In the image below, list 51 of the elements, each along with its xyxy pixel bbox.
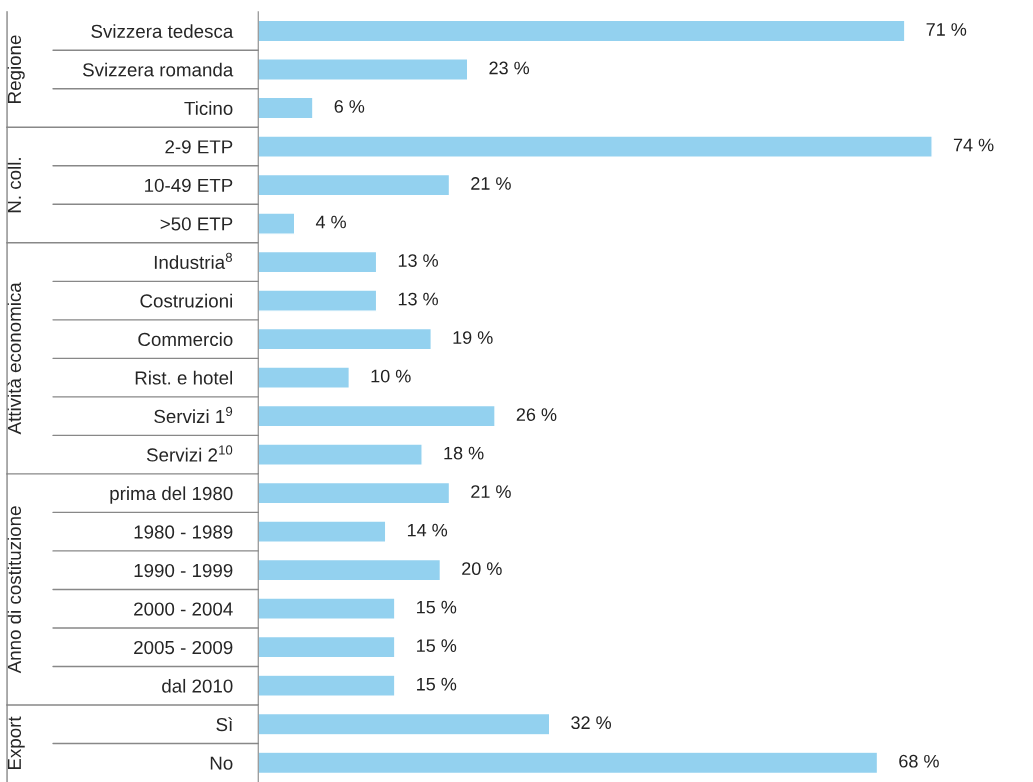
data-label: 26 % [516, 408, 557, 421]
y-axis-title: Anno di costituzione [7, 506, 22, 674]
data-label: 6 % [334, 100, 365, 113]
y-tick-label: Ticino [184, 101, 233, 115]
data-label: 74 % [953, 138, 994, 152]
y-tick-label: 10-49 ETP [145, 178, 233, 193]
y-axis-title: Export [7, 716, 25, 770]
data-label: 13 % [398, 292, 438, 306]
data-label: 23 % [489, 61, 530, 75]
data-label: 18 % [444, 446, 484, 460]
y-tick-label: Svizzera romanda [83, 62, 234, 77]
data-label: 71 % [926, 23, 967, 36]
data-label: 4 % [315, 215, 346, 229]
data-label: 20 % [462, 562, 502, 576]
y-axis-title: Attività economica [7, 282, 22, 435]
y-tick-label: Commercio [138, 332, 233, 347]
y-tick-label: Servizi 1$^{9}$ [154, 406, 233, 424]
data-label: 21 % [471, 177, 511, 190]
data-label: 10 % [371, 369, 411, 383]
y-tick-label: Svizzera tedesca [91, 24, 234, 38]
y-axis-title: N. coll. [7, 158, 22, 213]
data-label: 15 % [417, 677, 457, 691]
bar [258, 520, 387, 543]
y-tick-label: Costruzioni [140, 293, 232, 308]
y-tick-label: 2-9 ETP [165, 140, 233, 154]
y-tick-label: 2005 - 2009 [134, 640, 233, 655]
y-tick-label: dal 2010 [162, 678, 233, 693]
bar [258, 635, 396, 659]
y-tick-label: No [210, 756, 233, 770]
data-label: 68 % [899, 754, 939, 768]
data-label: 32 % [571, 716, 612, 730]
bar [258, 597, 396, 620]
data-label: 13 % [398, 254, 438, 267]
data-label: 15 % [417, 639, 457, 653]
y-tick-label: Industria$^{8}$ [154, 252, 232, 270]
bar [258, 674, 396, 698]
y-tick-label: Sì [216, 717, 233, 732]
y-axis-title: Regione [7, 35, 25, 103]
y-tick-label: Rist. e hotel [135, 370, 232, 385]
y-tick-label: 1980 - 1989 [134, 525, 233, 539]
bar [258, 558, 442, 582]
y-tick-label: 2000 - 2004 [134, 602, 233, 616]
y-tick-label: >50 ETP [160, 217, 233, 231]
y-tick-label: 1990 - 1999 [134, 563, 233, 578]
bar [258, 481, 451, 505]
data-label: 15 % [417, 600, 457, 614]
data-label: 14 % [407, 523, 448, 537]
y-tick-label: prima del 1980 [110, 486, 233, 504]
data-label: 19 % [453, 331, 493, 344]
y-tick-label: Servizi 2$^{10}$ [146, 445, 233, 462]
data-label: 21 % [471, 485, 511, 498]
